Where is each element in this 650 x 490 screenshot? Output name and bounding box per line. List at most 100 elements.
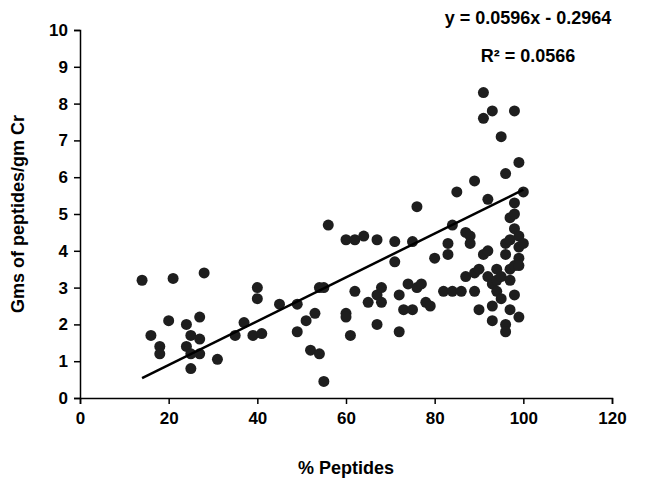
point [500, 168, 511, 179]
point [496, 131, 507, 142]
point [154, 348, 165, 359]
y-tick-mark [74, 30, 80, 32]
y-tick-label: 0 [59, 389, 68, 408]
x-tick-mark [168, 398, 170, 404]
point [256, 328, 267, 339]
point [505, 304, 516, 315]
y-tick-label: 6 [59, 168, 68, 187]
y-tick-mark [74, 287, 80, 289]
point [394, 326, 405, 337]
x-tick-label: 100 [510, 409, 538, 428]
x-tick: 100 [510, 398, 538, 428]
y-tick-label: 1 [59, 352, 68, 371]
point [513, 260, 524, 271]
point [292, 326, 303, 337]
point [416, 278, 427, 289]
x-tick-label: 20 [160, 409, 179, 428]
point [341, 312, 352, 323]
y-tick: 6 [59, 168, 80, 187]
x-axis-title: % Peptides [298, 458, 394, 478]
y-tick-label: 5 [59, 205, 68, 224]
x-tick: 0 [76, 398, 85, 428]
y-tick: 0 [59, 389, 80, 408]
x-tick-mark [434, 398, 436, 404]
point [323, 220, 334, 231]
y-tick: 1 [59, 352, 80, 371]
y-tick: 3 [59, 279, 80, 298]
point [518, 238, 529, 249]
point [478, 87, 489, 98]
y-tick: 5 [59, 205, 80, 224]
y-tick: 8 [59, 95, 80, 114]
point [252, 282, 263, 293]
point [500, 326, 511, 337]
y-tick-mark [74, 361, 80, 363]
y-tick-mark [74, 324, 80, 326]
y-tick-label: 4 [59, 242, 69, 261]
point [465, 231, 476, 242]
point [389, 256, 400, 267]
y-tick-label: 3 [59, 279, 68, 298]
point [456, 286, 467, 297]
point [309, 308, 320, 319]
y-axis-title: Gms of peptides/gm Cr [8, 115, 28, 313]
point [376, 282, 387, 293]
point [513, 312, 524, 323]
y-tick: 2 [59, 315, 80, 334]
point [509, 289, 520, 300]
point [500, 249, 511, 260]
point [318, 376, 329, 387]
point [314, 348, 325, 359]
y-tick-label: 7 [59, 131, 68, 150]
x-axis: 0 20 40 60 80 100 120 [76, 398, 627, 428]
point [372, 319, 383, 330]
y-axis-line [74, 31, 81, 399]
point [469, 175, 480, 186]
point [168, 273, 179, 284]
y-tick-label: 2 [59, 315, 68, 334]
x-tick-label: 60 [337, 409, 356, 428]
y-tick-mark [74, 251, 80, 253]
point [482, 194, 493, 205]
point [429, 253, 440, 264]
point [509, 209, 520, 220]
y-tick-label: 10 [49, 21, 68, 40]
point [474, 264, 485, 275]
point [185, 363, 196, 374]
point [407, 304, 418, 315]
point [194, 312, 205, 323]
point [212, 354, 223, 365]
y-tick-label: 8 [59, 95, 68, 114]
x-tick-label: 0 [76, 409, 85, 428]
y-axis: 0 1 2 3 4 5 6 7 8 9 10 [49, 21, 80, 408]
point [505, 275, 516, 286]
point [252, 293, 263, 304]
x-tick: 80 [426, 398, 445, 428]
point [482, 245, 493, 256]
y-tick: 9 [59, 58, 80, 77]
point [363, 297, 374, 308]
point [469, 286, 480, 297]
point [376, 297, 387, 308]
y-tick-mark [74, 67, 80, 69]
point [509, 105, 520, 116]
point [194, 334, 205, 345]
point [474, 304, 485, 315]
point [389, 236, 400, 247]
point [478, 113, 489, 124]
x-tick-mark [523, 398, 525, 404]
point [372, 234, 383, 245]
x-tick: 40 [248, 398, 267, 428]
y-tick-mark [74, 214, 80, 216]
y-tick-label: 9 [59, 58, 68, 77]
x-tick-label: 120 [598, 409, 626, 428]
point [345, 330, 356, 341]
y-tick-mark [74, 103, 80, 105]
y-tick-mark [74, 398, 80, 400]
annotation: R² = 0.0566 [481, 46, 576, 66]
x-tick-label: 40 [248, 409, 267, 428]
marks [137, 87, 529, 387]
plot-area: 0 20 40 60 80 100 120 0 1 2 3 4 5 6 7 8 9 10 [49, 21, 627, 428]
trendline [142, 190, 523, 378]
x-tick: 60 [337, 398, 356, 428]
